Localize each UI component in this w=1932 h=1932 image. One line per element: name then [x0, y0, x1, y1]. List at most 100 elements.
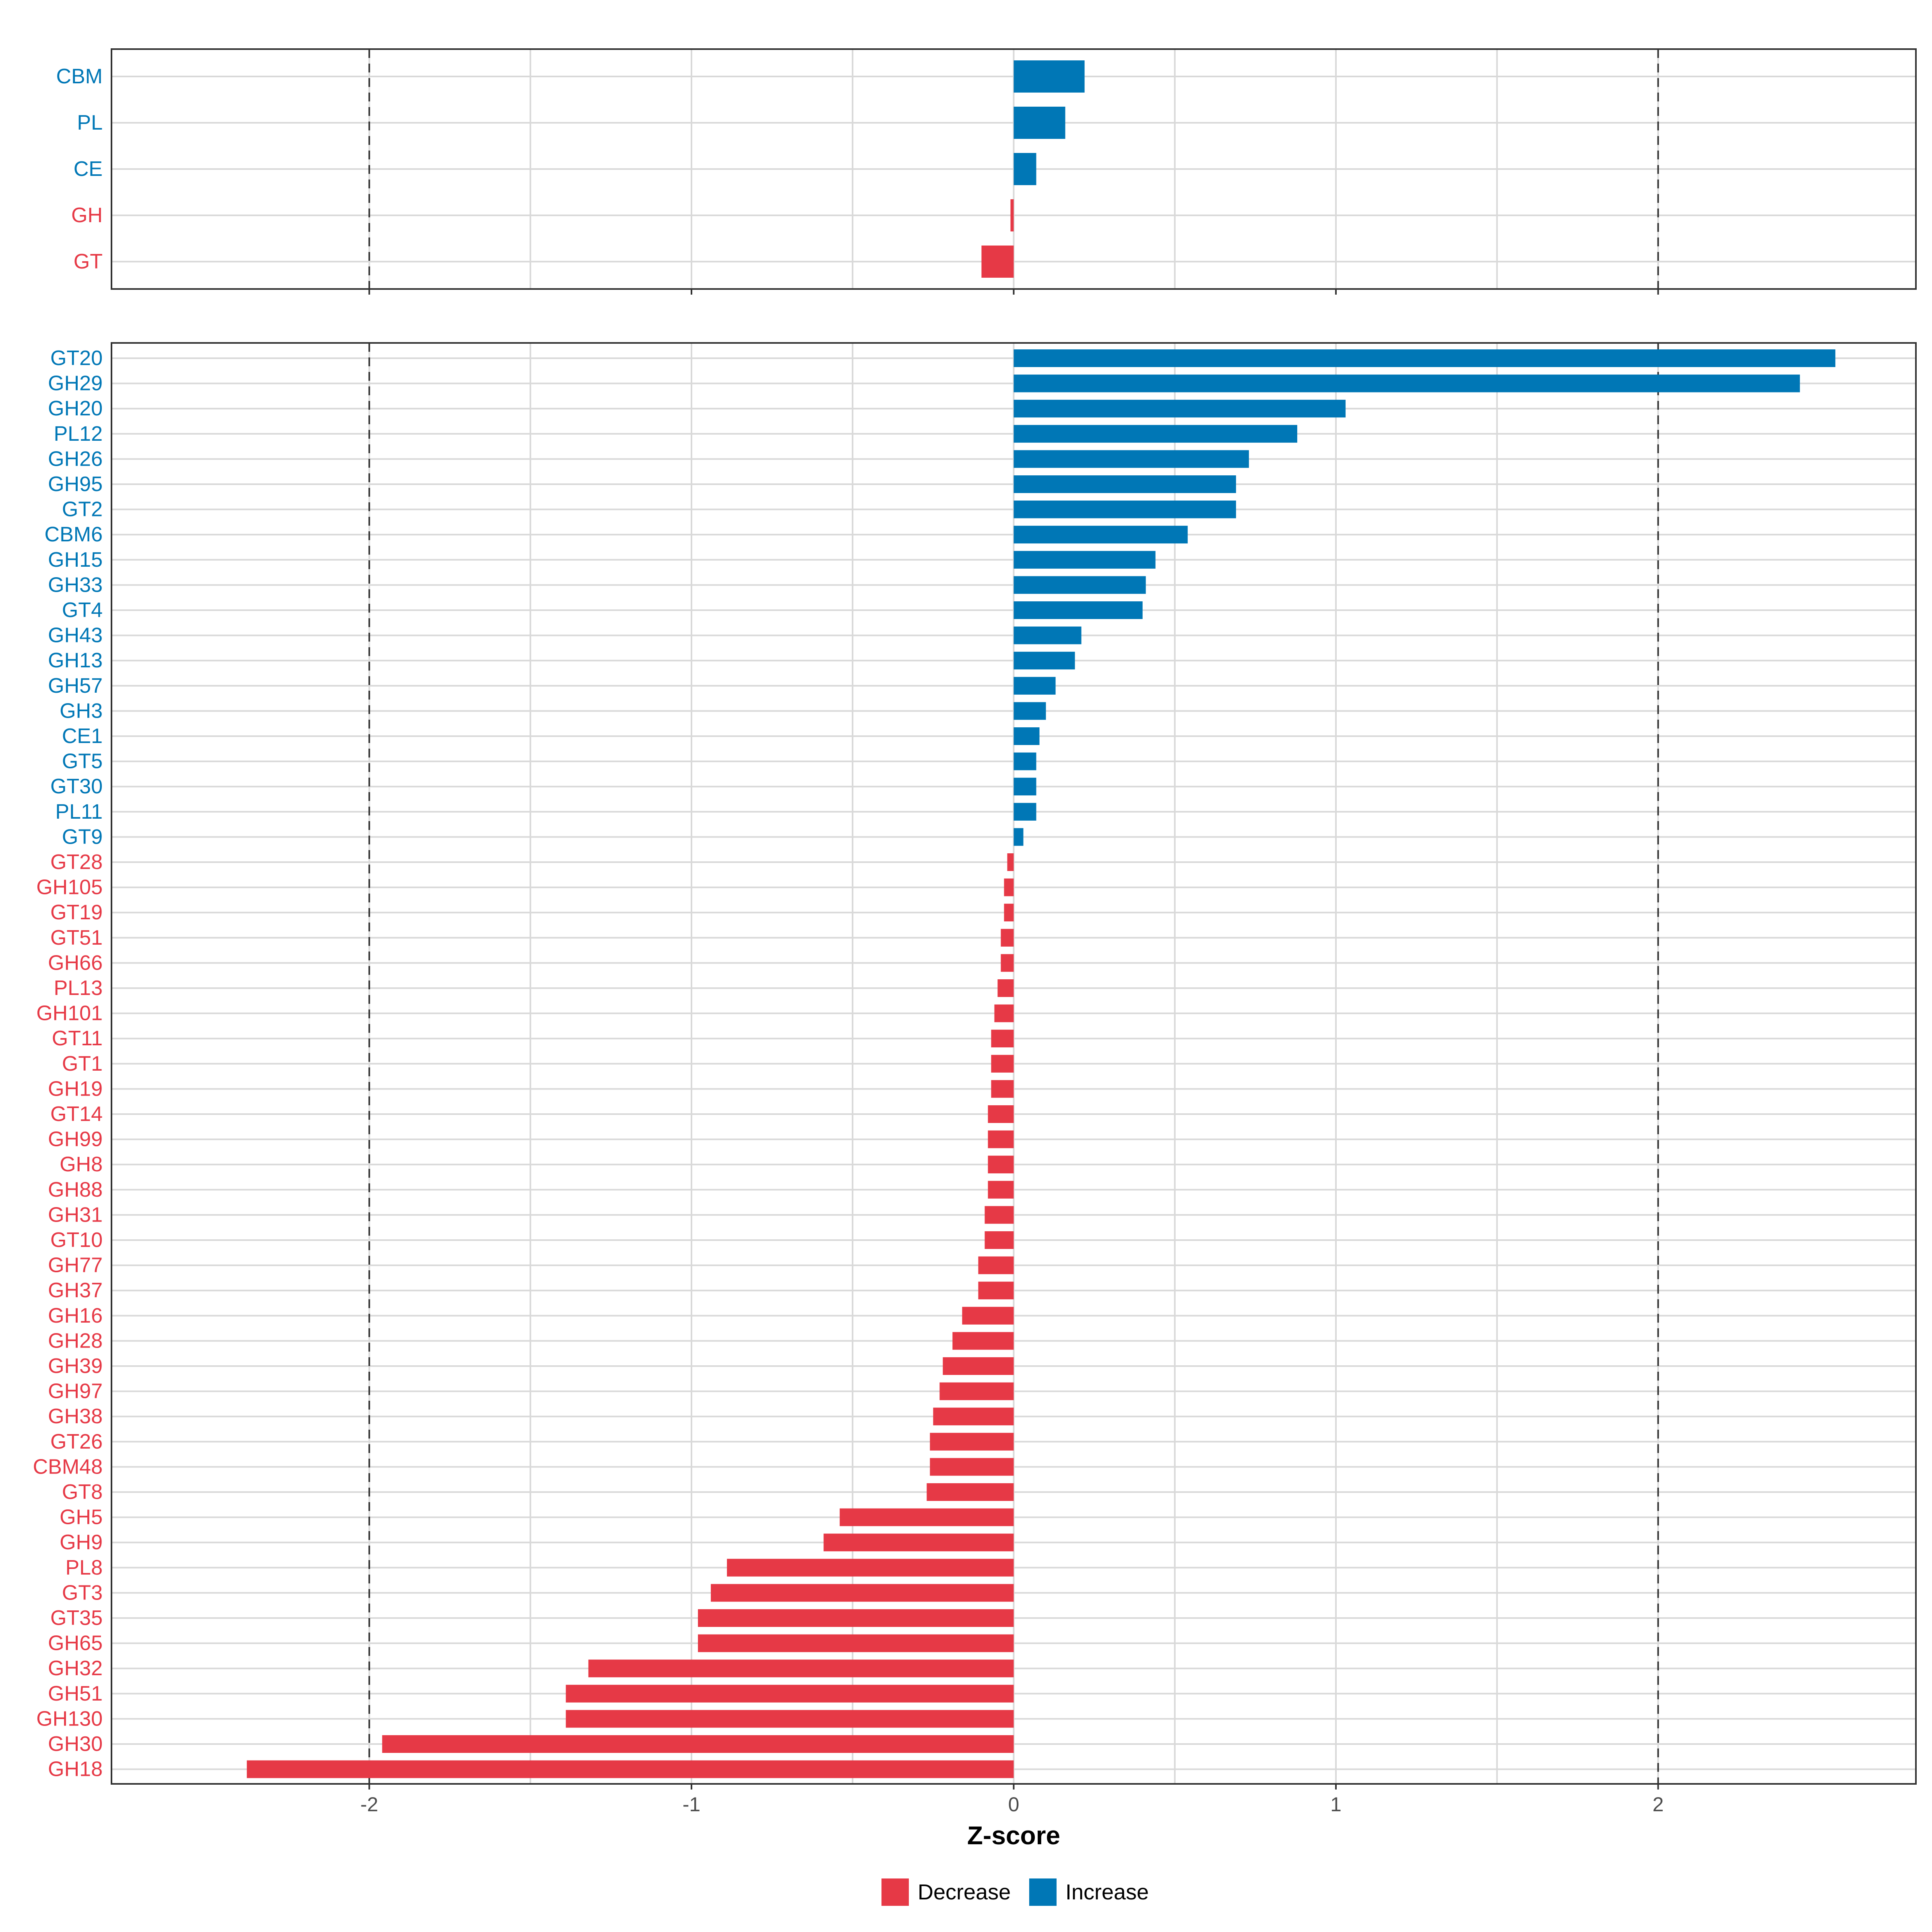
legend-swatch-decrease — [881, 1878, 909, 1906]
bar-cbm6 — [1013, 526, 1188, 544]
bar-gt14 — [988, 1105, 1014, 1123]
bar-ce1 — [1013, 727, 1040, 745]
bar-gh37 — [978, 1282, 1014, 1300]
category-label: GH8 — [60, 1153, 103, 1176]
bar-gh39 — [943, 1357, 1014, 1375]
bar-gt11 — [991, 1030, 1014, 1048]
bottom-panel: GT20GH29GH20PL12GH26GH95GT2CBM6GH15GH33G… — [33, 342, 1917, 1790]
bar-ce — [1013, 153, 1036, 185]
legend-label-decrease: Decrease — [918, 1880, 1011, 1904]
category-label: GH51 — [48, 1682, 103, 1705]
category-label: GH77 — [48, 1254, 103, 1277]
bar-gh32 — [588, 1660, 1014, 1678]
category-label: GH66 — [48, 951, 103, 974]
bar-pl13 — [997, 979, 1014, 997]
x-axis: -2 -1 0 1 2 — [360, 1793, 1664, 1816]
category-label: GH9 — [60, 1531, 103, 1554]
category-label: GT20 — [50, 347, 103, 370]
legend-label-increase: Increase — [1065, 1880, 1149, 1904]
x-tick-label: 2 — [1653, 1793, 1664, 1816]
bar-gh97 — [939, 1382, 1014, 1400]
bar-gh19 — [991, 1080, 1014, 1098]
category-label: GH26 — [48, 447, 103, 471]
category-label: GT3 — [62, 1581, 103, 1604]
category-label: GT28 — [50, 850, 103, 874]
x-tick-label: 0 — [1008, 1793, 1020, 1816]
bar-gh66 — [1001, 954, 1014, 972]
x-tick-label: -1 — [683, 1793, 700, 1816]
bar-gh30 — [382, 1735, 1014, 1753]
bar-gh5 — [840, 1508, 1014, 1526]
category-label: GH130 — [36, 1707, 103, 1730]
bar-gh77 — [978, 1256, 1014, 1274]
x-axis-title: Z-score — [967, 1821, 1060, 1850]
category-label: PL13 — [54, 976, 103, 1000]
category-label: GT1 — [62, 1052, 103, 1075]
category-label: GH38 — [48, 1405, 103, 1428]
category-label: GH95 — [48, 473, 103, 496]
category-label: GH3 — [60, 699, 103, 722]
category-label: GT10 — [50, 1228, 103, 1252]
category-label: GH43 — [48, 624, 103, 647]
bar-gh88 — [988, 1181, 1014, 1199]
category-label: GT26 — [50, 1430, 103, 1453]
bar-gh28 — [952, 1332, 1014, 1350]
bar-gt28 — [1007, 853, 1014, 871]
category-label: GH16 — [48, 1304, 103, 1327]
category-label: PL — [77, 111, 103, 134]
category-label: GH32 — [48, 1657, 103, 1680]
category-label: GT — [74, 250, 103, 273]
category-label: GH105 — [36, 876, 103, 899]
category-label: CBM48 — [33, 1455, 103, 1478]
bar-pl11 — [1013, 803, 1036, 821]
bar-gh43 — [1013, 626, 1082, 644]
category-label: GH99 — [48, 1128, 103, 1151]
bar-gh105 — [1004, 878, 1014, 896]
category-label: GH13 — [48, 649, 103, 672]
category-label: GH33 — [48, 573, 103, 597]
category-label: GT8 — [62, 1480, 103, 1504]
bar-cbm48 — [930, 1458, 1014, 1476]
x-tick-label: 1 — [1330, 1793, 1342, 1816]
category-label: GT35 — [50, 1606, 103, 1630]
bar-gt4 — [1013, 601, 1143, 619]
bar-gh33 — [1013, 576, 1146, 594]
category-label: GH39 — [48, 1354, 103, 1378]
bar-gh18 — [247, 1760, 1014, 1778]
category-label: GT11 — [52, 1027, 103, 1050]
category-label: GH57 — [48, 674, 103, 698]
category-label: GH28 — [48, 1329, 103, 1352]
bar-gh9 — [824, 1534, 1014, 1552]
category-label: GH5 — [60, 1506, 103, 1529]
category-label: GH101 — [36, 1002, 103, 1025]
category-label: GH97 — [48, 1380, 103, 1403]
bar-gt — [981, 246, 1014, 278]
bar-gh16 — [962, 1307, 1014, 1325]
category-label: CBM — [56, 65, 103, 88]
bar-gt19 — [1004, 904, 1014, 922]
bar-pl8 — [727, 1558, 1014, 1577]
bar-gh65 — [698, 1634, 1014, 1652]
category-label: GT9 — [62, 825, 103, 848]
legend-swatch-increase — [1029, 1878, 1057, 1906]
bar-gh8 — [988, 1156, 1014, 1174]
bar-gt10 — [985, 1231, 1014, 1249]
category-label: PL8 — [65, 1556, 103, 1579]
category-label: PL11 — [55, 800, 103, 824]
bar-gh130 — [566, 1710, 1014, 1728]
category-label: GH — [71, 204, 103, 227]
category-label: GH65 — [48, 1632, 103, 1655]
category-label: GH31 — [48, 1203, 103, 1226]
category-label: GT19 — [50, 901, 103, 924]
category-label: GH88 — [48, 1178, 103, 1201]
category-label: CE — [74, 157, 103, 181]
bar-gt2 — [1013, 500, 1236, 518]
category-label: GH37 — [48, 1279, 103, 1302]
bar-gt30 — [1013, 778, 1036, 796]
bar-gh26 — [1013, 450, 1249, 468]
bar-gt1 — [991, 1055, 1014, 1073]
bar-gt9 — [1013, 828, 1024, 846]
category-label: GT14 — [50, 1102, 103, 1126]
bar-pl12 — [1013, 425, 1297, 443]
category-label: CBM6 — [45, 523, 103, 546]
